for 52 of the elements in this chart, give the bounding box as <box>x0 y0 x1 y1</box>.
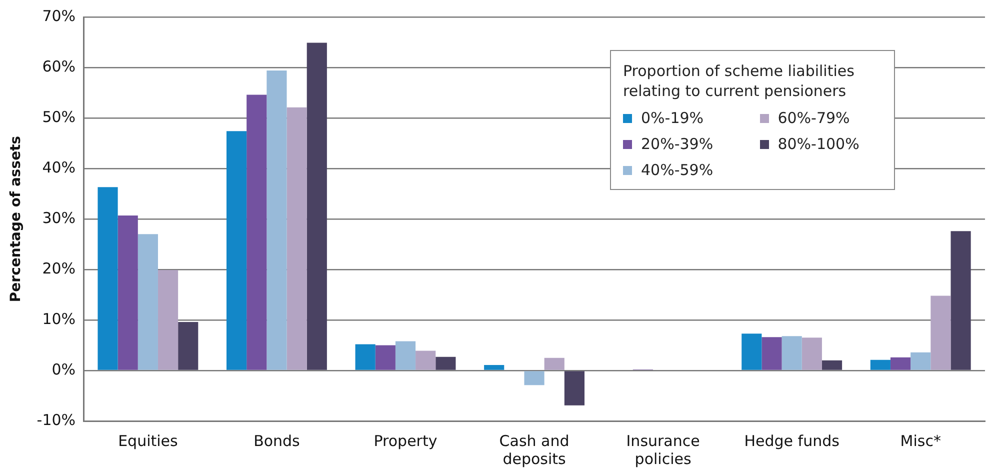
y-axis-title: Percentage of assets <box>8 136 24 302</box>
y-tick-label: 50% <box>42 108 76 126</box>
legend-title: Proportion of scheme liabilities relating to current pensioners <box>623 61 856 101</box>
bar <box>762 337 782 370</box>
y-tick-label: 70% <box>42 6 76 25</box>
bar <box>266 70 287 370</box>
x-tick-label: Cash and deposits <box>499 432 570 468</box>
bar <box>484 364 504 370</box>
bar <box>524 371 544 386</box>
x-tick-label: Equities <box>118 432 178 450</box>
bar <box>544 358 564 370</box>
x-tick-label: Bonds <box>254 432 300 450</box>
bar <box>742 334 762 370</box>
bar <box>910 352 931 370</box>
bar <box>395 341 416 370</box>
legend-label: 40%-59% <box>641 161 714 179</box>
bar <box>564 371 584 406</box>
y-tick-label: 20% <box>42 259 76 278</box>
bar <box>306 42 327 370</box>
y-tick-label: 30% <box>42 208 76 227</box>
legend-label: 20%-39% <box>641 135 714 153</box>
bar <box>98 187 118 370</box>
x-tick-label: Property <box>374 432 438 450</box>
y-tick-label: 40% <box>42 158 76 176</box>
x-tick-label: Misc* <box>900 432 942 450</box>
legend-label: 60%-79% <box>778 109 850 127</box>
bar <box>375 345 396 370</box>
bar <box>355 344 376 370</box>
bar <box>822 360 842 370</box>
bar <box>246 94 267 370</box>
bar <box>158 270 178 370</box>
bar <box>286 107 307 370</box>
bar <box>138 234 158 370</box>
y-tick-label: 0% <box>52 360 76 378</box>
bar <box>226 131 247 370</box>
y-tick-label: -10% <box>36 410 76 429</box>
bar <box>930 296 951 370</box>
bar <box>870 360 890 370</box>
bar <box>782 336 802 370</box>
bar <box>416 350 436 370</box>
x-tick-label: Hedge funds <box>744 432 840 450</box>
y-tick-label: 10% <box>42 310 76 328</box>
bar <box>802 338 822 370</box>
bar <box>436 356 456 370</box>
bar <box>118 215 138 370</box>
bar <box>950 231 971 370</box>
y-tick-label: 60% <box>42 57 76 76</box>
bar <box>178 322 198 370</box>
bar <box>890 357 911 370</box>
legend-label: 80%-100% <box>778 135 860 153</box>
x-tick-label: Insurance policies <box>626 432 700 468</box>
legend-label: 0%-19% <box>641 109 704 127</box>
